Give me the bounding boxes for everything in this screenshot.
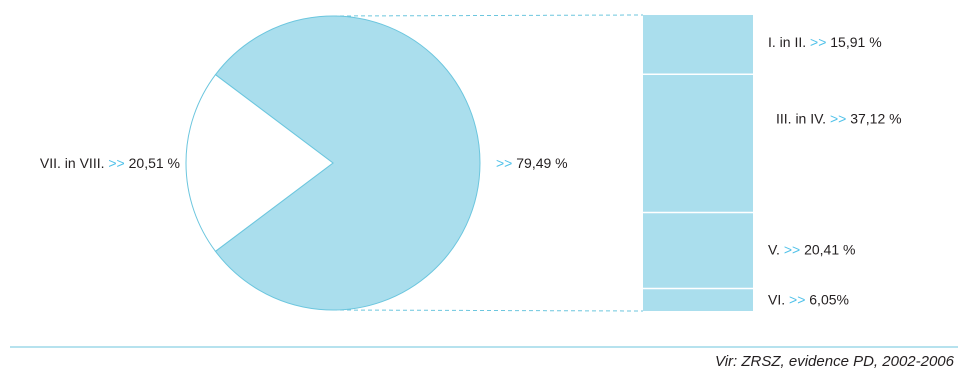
connector-line-bottom — [332, 309, 644, 312]
bar-label-1-value: 15,91 % — [830, 34, 881, 50]
bar-label-2-value: 37,12 % — [850, 110, 901, 126]
pie-label-small-category: VII. in VIII. — [40, 155, 108, 171]
bar-segment-3 — [643, 212, 753, 289]
bar-label-4-category: VI. — [768, 292, 789, 308]
bar-label-4-marker: >> — [789, 292, 809, 308]
pie-slice-small — [185, 73, 334, 253]
pie-label-main-value: 79,49 % — [516, 155, 567, 171]
pie-label-small-marker: >> — [108, 155, 128, 171]
bar-label-3-marker: >> — [784, 241, 804, 257]
bar-segment-1 — [643, 15, 753, 75]
bar-label-3-value: 20,41 % — [804, 241, 855, 257]
source-note: Vir: ZRSZ, evidence PD, 2002-2006 — [714, 353, 954, 370]
bar-label-3-category: V. — [768, 241, 784, 257]
pie-label-small: VII. in VIII. >> 20,51 % — [40, 155, 180, 171]
bar-label-1-marker: >> — [810, 34, 830, 50]
pie-label-small-value: 20,51 % — [129, 155, 180, 171]
bar-segment-2 — [643, 74, 753, 213]
connector-line-top — [332, 14, 644, 17]
bar-segment-4 — [643, 288, 753, 311]
bar-label-2: III. in IV. >> 37,12 % — [776, 110, 902, 126]
bar-label-2-marker: >> — [830, 110, 850, 126]
bar-label-1-category: I. in II. — [768, 34, 810, 50]
bar-label-4-value: 6,05% — [809, 292, 849, 308]
bar-label-2-category: III. in IV. — [776, 110, 830, 126]
bar-label-3: V. >> 20,41 % — [768, 241, 855, 257]
pie-label-main-marker: >> — [496, 155, 516, 171]
pie-label-main: >> 79,49 % — [496, 155, 568, 171]
bar-label-1: I. in II. >> 15,91 % — [768, 34, 882, 50]
pie-slice-main — [214, 15, 481, 311]
bar-label-4: VI. >> 6,05% — [768, 292, 849, 308]
